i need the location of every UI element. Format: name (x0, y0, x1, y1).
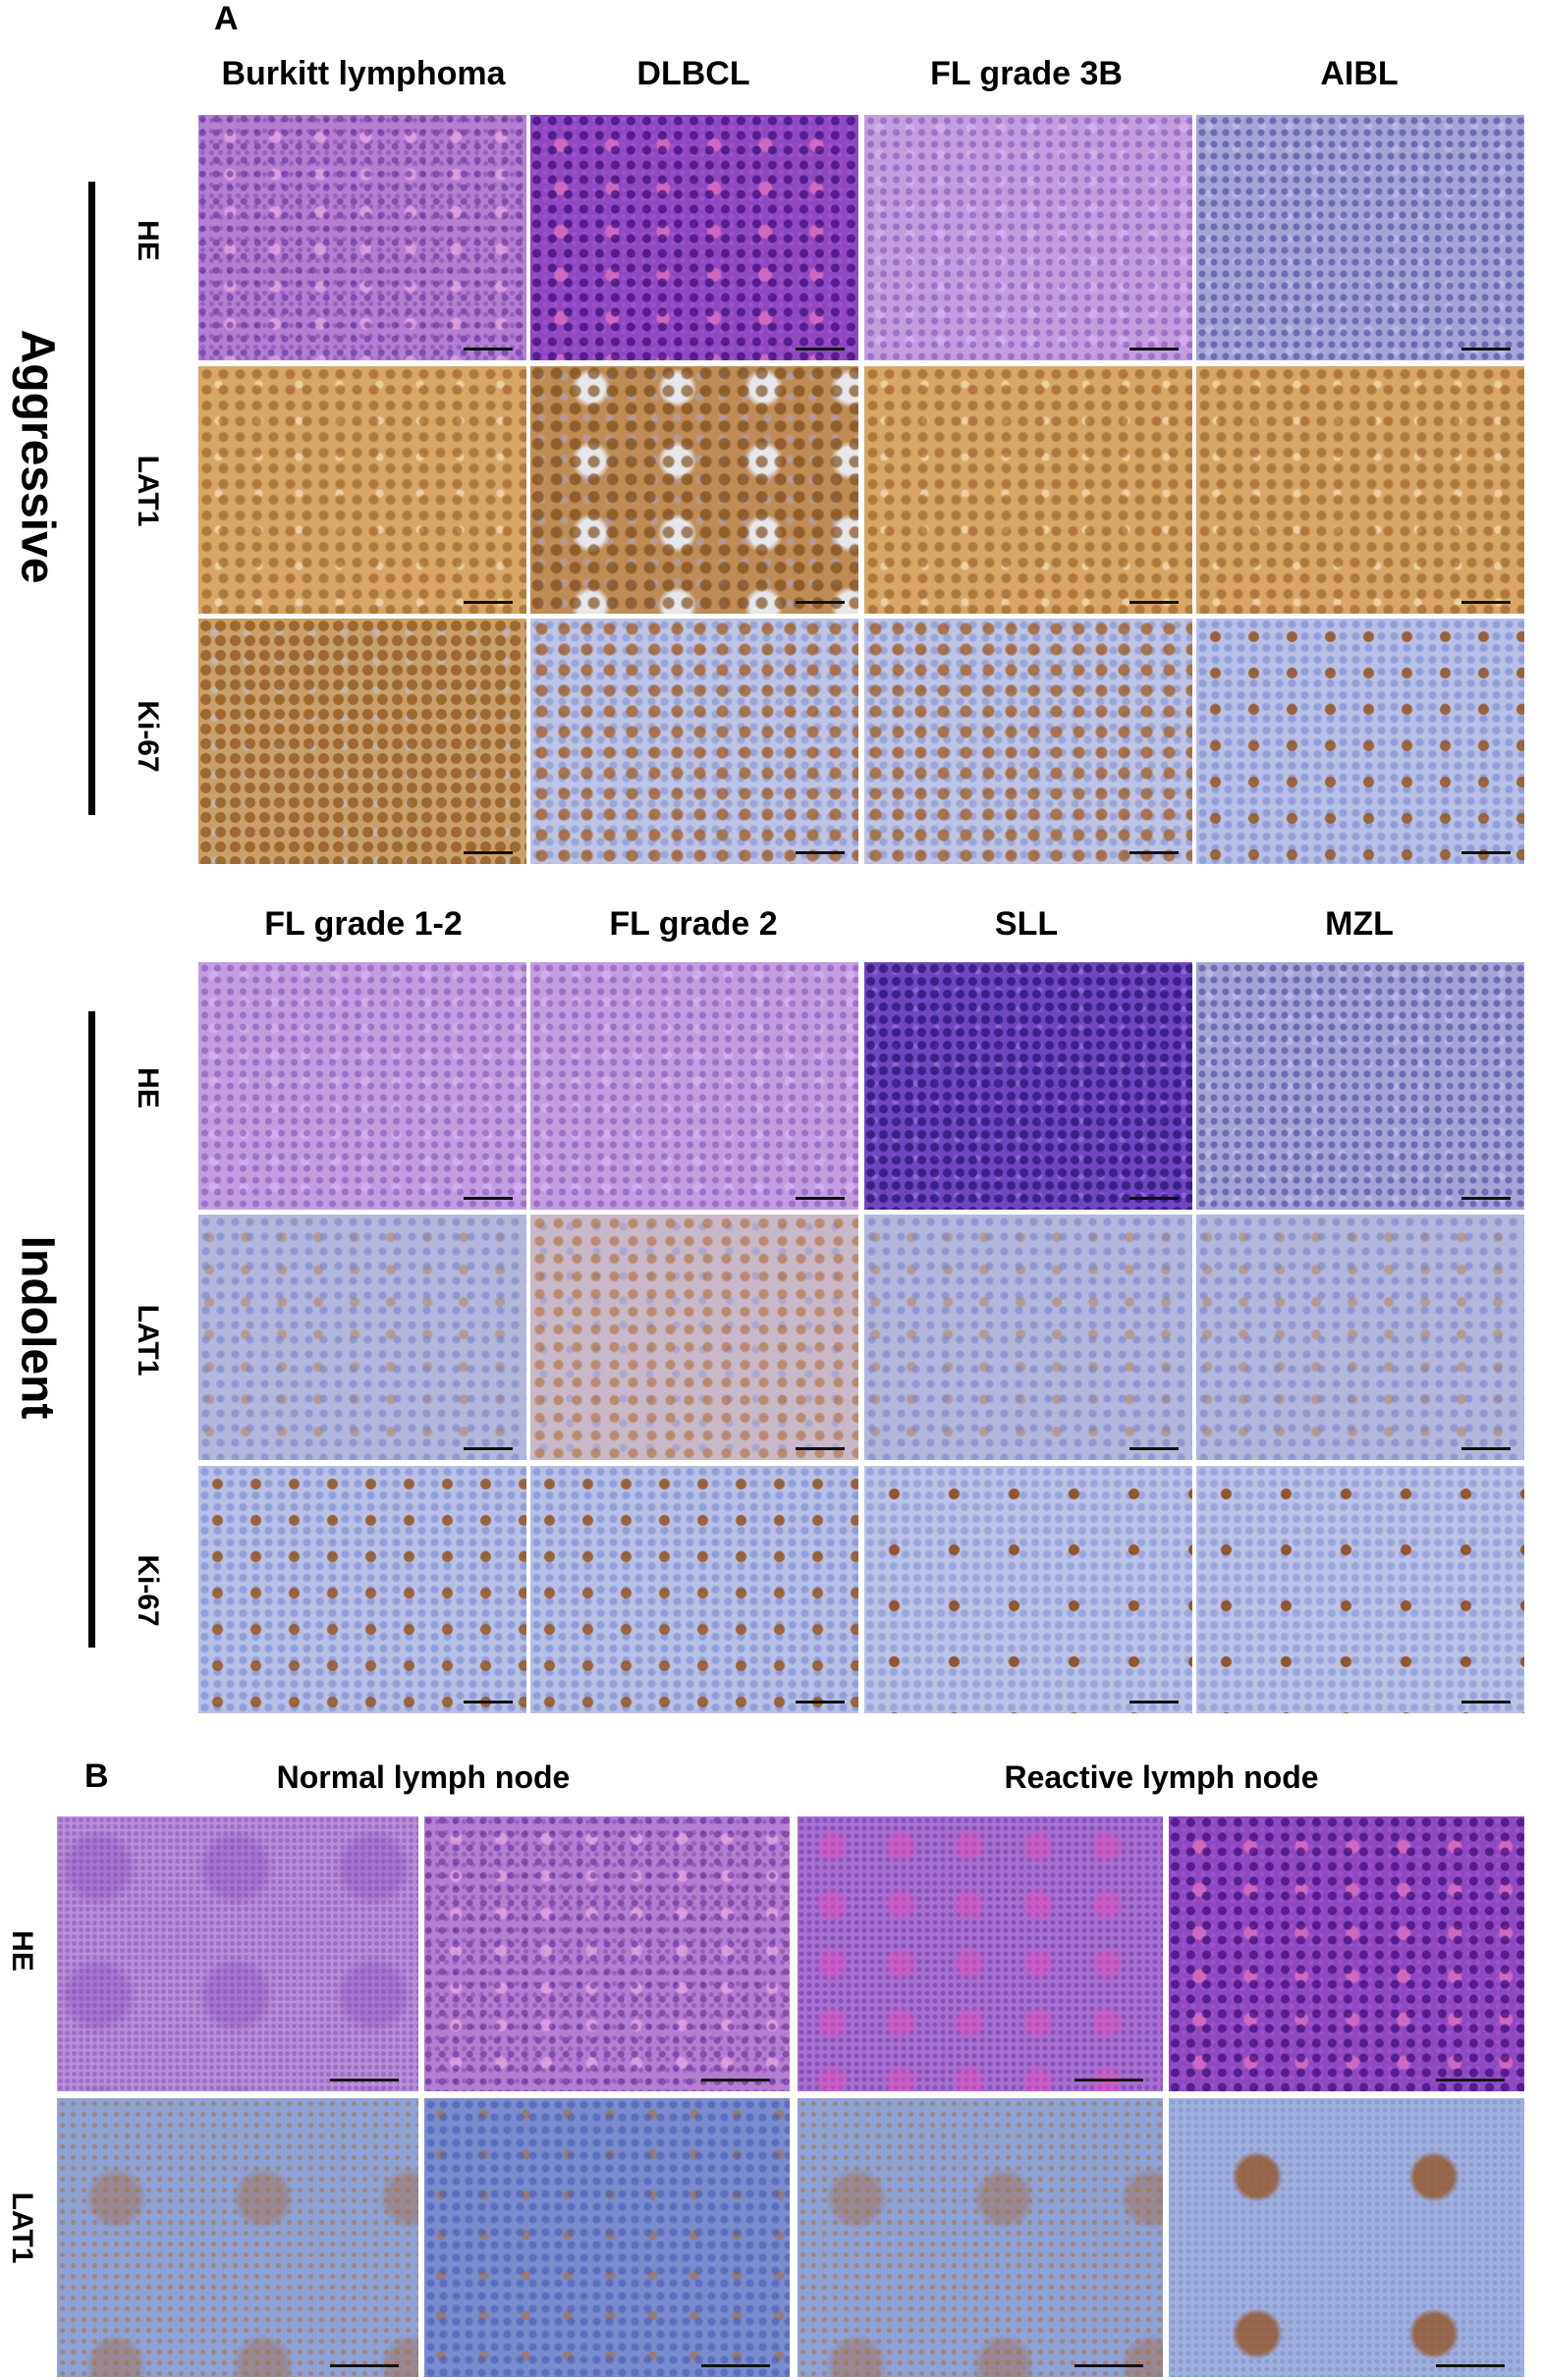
micrograph-mzl-lat1 (1196, 1215, 1524, 1460)
row-label-he-aggressive: HE (132, 220, 164, 261)
micrograph-sll-lat1 (864, 1215, 1192, 1460)
indolent-bracket-bar (88, 1011, 95, 1648)
micrograph-fl2-ki67 (530, 1466, 858, 1713)
row-label-lat1-indolent: LAT1 (132, 1304, 164, 1377)
micrograph-mzl-ki67 (1196, 1466, 1524, 1713)
micrograph-burkitt-ki67 (198, 619, 526, 864)
micrograph-sll-ki67 (864, 1466, 1192, 1713)
micrograph-normal-lat1-low (57, 2098, 418, 2377)
col-title-burkitt: Burkitt lymphoma (221, 55, 506, 92)
row-label-he-indolent: HE (132, 1067, 164, 1109)
micrograph-aibl-he (1196, 115, 1524, 360)
micrograph-fl3b-lat1 (864, 366, 1192, 614)
micrograph-sll-he (864, 962, 1192, 1210)
row-label-ki67-aggressive: Ki-67 (132, 700, 164, 773)
row-label-lat1-panel-b: LAT1 (6, 2191, 38, 2264)
row-label-he-panel-b: HE (6, 1930, 38, 1972)
micrograph-fl12-ki67 (198, 1466, 526, 1713)
micrograph-burkitt-lat1 (198, 366, 526, 614)
micrograph-fl2-he (530, 962, 858, 1210)
micrograph-normal-lat1-high (424, 2098, 790, 2377)
panel-a-letter: A (214, 0, 239, 37)
col-title-fl2: FL grade 2 (609, 905, 778, 943)
row-label-lat1-aggressive: LAT1 (132, 455, 164, 527)
col-title-normal-lymph-node: Normal lymph node (276, 1759, 571, 1795)
panel-b-letter: B (84, 1758, 109, 1795)
micrograph-dlbcl-ki67 (530, 619, 858, 864)
micrograph-dlbcl-he (530, 115, 858, 360)
micrograph-fl3b-he (864, 115, 1192, 360)
col-title-aibl: AIBL (1320, 55, 1399, 92)
micrograph-burkitt-he (198, 115, 526, 360)
micrograph-dlbcl-lat1 (530, 366, 858, 614)
micrograph-reactive-lat1-low (798, 2098, 1163, 2377)
col-title-reactive-lymph-node: Reactive lymph node (1004, 1759, 1319, 1795)
micrograph-fl12-lat1 (198, 1215, 526, 1460)
micrograph-aibl-lat1 (1196, 366, 1524, 614)
micrograph-reactive-lat1-high (1169, 2098, 1524, 2377)
micrograph-reactive-he-low (798, 1816, 1163, 2091)
micrograph-fl2-lat1 (530, 1215, 858, 1460)
micrograph-aibl-ki67 (1196, 619, 1524, 864)
row-label-ki67-indolent: Ki-67 (132, 1554, 164, 1627)
micrograph-reactive-he-high (1169, 1816, 1524, 2091)
group-label-indolent: Indolent (11, 1235, 64, 1420)
aggressive-bracket-bar (88, 182, 95, 815)
micrograph-mzl-he (1196, 962, 1524, 1210)
micrograph-normal-he-high (424, 1816, 790, 2091)
col-title-fl12: FL grade 1-2 (264, 905, 463, 943)
col-title-dlbcl: DLBCL (636, 55, 750, 92)
micrograph-normal-he-low (57, 1816, 418, 2091)
col-title-mzl: MZL (1325, 905, 1394, 943)
group-label-aggressive: Aggressive (11, 329, 64, 584)
col-title-fl3b: FL grade 3B (930, 55, 1123, 92)
col-title-sll: SLL (994, 905, 1059, 943)
micrograph-fl3b-ki67 (864, 619, 1192, 864)
micrograph-fl12-he (198, 962, 526, 1210)
